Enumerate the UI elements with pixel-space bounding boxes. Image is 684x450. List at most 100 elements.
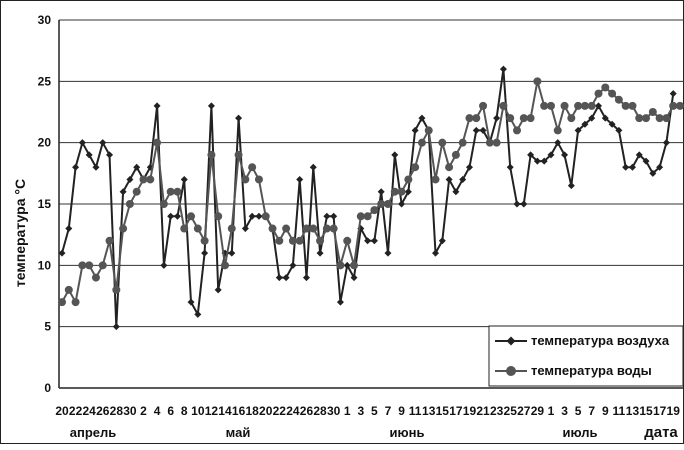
series-1-point xyxy=(404,175,413,184)
series-1-point xyxy=(472,114,481,123)
series-1-point xyxy=(451,150,460,159)
series-0-point xyxy=(561,151,569,159)
series-0-point xyxy=(214,286,222,294)
series-1-point xyxy=(574,101,583,110)
series-1-point xyxy=(499,101,508,110)
series-0-point xyxy=(391,151,399,159)
series-1-point xyxy=(594,89,603,98)
series-1-point xyxy=(485,138,494,147)
series-1-point xyxy=(580,101,589,110)
series-0-point xyxy=(499,65,507,73)
series-0-point xyxy=(289,261,297,269)
x-tick-label: 4 xyxy=(154,404,161,418)
series-0-point xyxy=(554,139,562,147)
x-tick-label: 7 xyxy=(588,404,595,418)
series-1-point xyxy=(655,114,664,123)
x-tick-label: 24 xyxy=(286,404,300,418)
x-tick-label: 21 xyxy=(476,404,490,418)
series-1-point xyxy=(390,187,399,196)
series-1-point xyxy=(187,212,196,221)
x-tick-label: 11 xyxy=(409,404,422,418)
month-label: июль xyxy=(562,425,597,440)
x-tick-label: 29 xyxy=(531,404,545,418)
series-0-point xyxy=(180,175,188,183)
series-1-point xyxy=(275,236,284,245)
series-0-point xyxy=(187,298,195,306)
x-tick-label: 19 xyxy=(667,404,681,418)
series-1-point xyxy=(58,298,66,307)
series-0-point xyxy=(112,323,120,331)
series-1-point xyxy=(513,126,522,135)
series-0-point xyxy=(65,225,73,233)
x-tick-label: 22 xyxy=(69,404,83,418)
series-1-point xyxy=(125,200,134,208)
series-1-point xyxy=(377,200,386,208)
series-0-point xyxy=(520,200,528,208)
series-1-point xyxy=(322,224,331,233)
series-1-point xyxy=(383,200,392,208)
series-1-point xyxy=(546,101,555,110)
series-1-point xyxy=(227,224,236,233)
series-0-point xyxy=(506,163,514,171)
series-0-point xyxy=(126,175,134,183)
series-1-point xyxy=(71,298,80,307)
series-1-point xyxy=(112,285,121,294)
y-tick-5: 5 xyxy=(44,320,51,334)
x-tick-label: 17 xyxy=(449,404,463,418)
x-tick-label: 11 xyxy=(613,404,626,418)
series-0-point xyxy=(669,90,677,98)
series-line-1 xyxy=(61,81,680,306)
series-1-point xyxy=(553,126,562,135)
series-1-point xyxy=(85,261,94,270)
y-axis-label: температура °C xyxy=(12,179,28,287)
series-0-point xyxy=(465,163,473,171)
x-tick-label: 28 xyxy=(313,404,327,418)
series-1-point xyxy=(492,138,501,147)
series-1-point xyxy=(288,236,297,245)
series-1-point xyxy=(336,261,345,270)
series-0-point xyxy=(350,274,358,282)
series-1-point xyxy=(166,187,175,196)
series-0-point xyxy=(343,261,351,269)
x-tick-label: 30 xyxy=(123,404,137,418)
series-0-point xyxy=(438,237,446,245)
series-0-point xyxy=(377,188,385,196)
x-tick-label: 6 xyxy=(167,404,174,418)
series-0-point xyxy=(459,175,467,183)
x-axis-ticks: 20 22 24 26 28 30 2 4 6 8 10 12 14 16 18 20 22 24 26 28 30 1 3… xyxy=(55,404,680,418)
series-0-point xyxy=(601,114,609,122)
series-0-point xyxy=(85,151,93,159)
series-0-point xyxy=(656,163,664,171)
x-tick-label: 3 xyxy=(561,404,568,418)
series-1-point xyxy=(560,101,569,110)
x-tick-label: 16 xyxy=(232,404,246,418)
x-tick-label: 12 xyxy=(205,404,219,418)
series-0-point xyxy=(547,151,555,159)
series-1-point xyxy=(302,224,311,233)
month-labels: апрель май июнь июль xyxy=(70,425,598,440)
series-1-point xyxy=(132,187,141,196)
series-0-point xyxy=(370,237,378,245)
series-1-point xyxy=(356,212,365,221)
series-1-point xyxy=(424,126,433,135)
x-tick-label: 25 xyxy=(504,404,518,418)
x-tick-label: 8 xyxy=(181,404,188,418)
series-0-point xyxy=(642,157,650,165)
series-1-point xyxy=(153,138,162,147)
x-tick-label: 13 xyxy=(422,404,436,418)
series-0-point xyxy=(133,163,141,171)
x-tick-label: 5 xyxy=(575,404,582,418)
x-tick-label: 15 xyxy=(436,404,450,418)
x-tick-label: 28 xyxy=(110,404,124,418)
x-tick-label: 26 xyxy=(96,404,110,418)
series-0-point xyxy=(432,249,440,257)
series-0-point xyxy=(533,157,541,165)
series-1-point xyxy=(363,212,372,221)
series-0-point xyxy=(628,163,636,171)
series-0-point xyxy=(194,310,202,318)
y-axis-ticks: 0 5 10 15 20 25 30 xyxy=(38,13,52,395)
series-0-point xyxy=(635,151,643,159)
series-1-point xyxy=(105,236,114,245)
legend-water-marker xyxy=(506,366,516,376)
series-0-point xyxy=(235,114,243,122)
